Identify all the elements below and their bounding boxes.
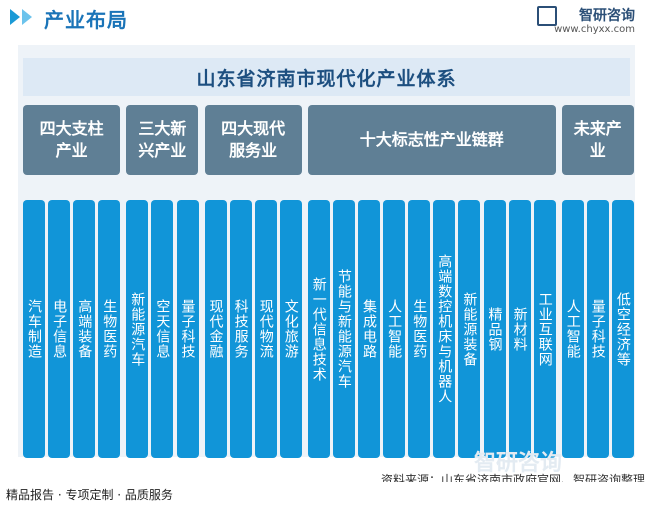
industry-item: 现代金融 — [204, 200, 227, 458]
page-title: 产业布局 — [44, 8, 128, 32]
category-header: 三大新 兴产业 — [126, 105, 199, 175]
industry-item: 生物医药 — [408, 200, 431, 458]
brand-logo-icon — [537, 6, 557, 26]
brand-url: www.chyxx.com — [554, 24, 635, 35]
footer-bar — [0, 482, 653, 508]
chevron-icon — [22, 9, 32, 25]
industry-item: 新能源汽车 — [126, 200, 149, 458]
industry-item: 量子科技 — [586, 200, 609, 458]
industry-item: 新能源装备 — [458, 200, 481, 458]
industry-item: 集成电路 — [358, 200, 380, 458]
category-header: 十大标志性产业链群 — [307, 105, 556, 175]
industry-item: 电子信息 — [48, 200, 71, 458]
industry-item: 人工智能 — [561, 200, 584, 458]
brand-name: 智研咨询 — [579, 8, 635, 24]
category-header: 未来产 业 — [561, 105, 634, 175]
watermark-logo: 智研咨询 — [474, 451, 563, 476]
industry-item: 量子科技 — [176, 200, 199, 458]
industry-item: 高端装备 — [73, 200, 96, 458]
industry-item: 文化旅游 — [279, 200, 302, 458]
diagram-title: 山东省济南市现代化产业体系 — [23, 58, 630, 96]
industry-item: 生物医药 — [98, 200, 121, 458]
footer-tagline: 精品报告 · 专项定制 · 品质服务 — [6, 488, 173, 502]
industry-item: 精品钢 — [483, 200, 506, 458]
industry-item: 汽车制造 — [23, 200, 45, 458]
industry-item: 现代物流 — [254, 200, 277, 458]
chevron-icon — [10, 9, 20, 25]
category-header: 四大支柱 产业 — [23, 105, 121, 175]
industry-item: 人工智能 — [383, 200, 406, 458]
industry-item: 节能与新能源汽车 — [332, 200, 355, 458]
industry-item: 科技服务 — [229, 200, 252, 458]
industry-item: 新一代信息技术 — [307, 200, 330, 458]
industry-item: 新材料 — [508, 200, 531, 458]
category-header: 四大现代 服务业 — [204, 105, 302, 175]
top-bar: 产业布局 智研咨询 www.chyxx.com — [0, 0, 653, 40]
industry-item: 低空经济等 — [611, 200, 634, 458]
industry-item: 工业互联网 — [533, 200, 556, 458]
industry-item: 空天信息 — [151, 200, 174, 458]
industry-item: 高端数控机床与机器人 — [433, 200, 456, 458]
